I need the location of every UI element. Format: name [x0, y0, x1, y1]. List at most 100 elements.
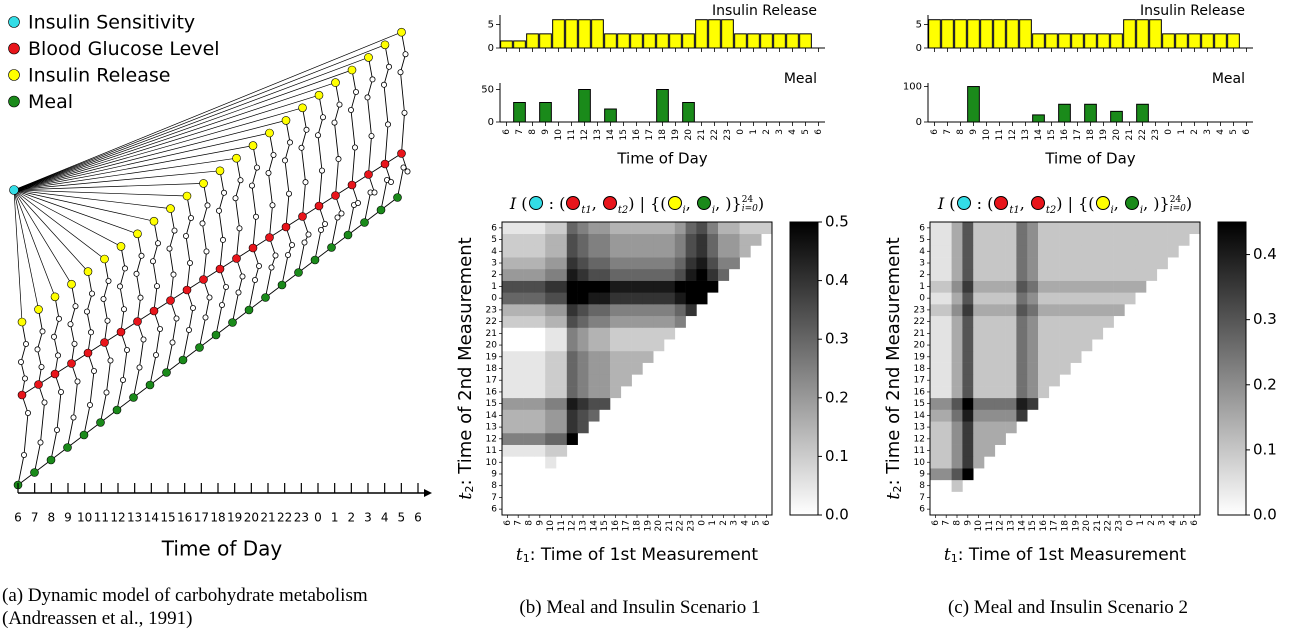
heatmap-cell [566, 257, 578, 270]
heatmap-cell [577, 222, 589, 235]
heatmap-cell [994, 421, 1006, 434]
x-tick-label: 22 [710, 129, 720, 140]
node [331, 191, 340, 200]
heatmap-cell [545, 327, 557, 340]
x-tick-label: 18 [1086, 129, 1096, 141]
heatmap-cell [523, 432, 535, 445]
heatmap-cell [984, 245, 996, 258]
node [347, 65, 357, 75]
title-subscript: t1 [581, 205, 592, 216]
node [317, 226, 324, 233]
heatmap-cell [940, 268, 952, 281]
node [206, 294, 213, 301]
bar [695, 19, 708, 49]
edge [13, 31, 402, 191]
heatmap-cell [1048, 362, 1060, 375]
colorbar-tick-label: 0.3 [825, 330, 849, 348]
node [343, 230, 353, 240]
node [272, 252, 279, 259]
heatmap-cell [984, 315, 996, 328]
node [182, 191, 192, 201]
heatmap-cell [1135, 233, 1147, 246]
heatmap-cell [588, 397, 600, 410]
edge [13, 189, 188, 197]
heatmap-cell [534, 386, 546, 399]
heatmap-cell [674, 245, 686, 258]
y-tick-label: 50 [481, 85, 494, 96]
y-tick-label: 5 [488, 19, 494, 30]
heatmap-cell [930, 479, 942, 492]
heatmap-cell [523, 479, 535, 492]
y-tick-label: 17 [914, 376, 925, 386]
node [105, 277, 112, 284]
heatmap-cell [577, 397, 589, 410]
heatmap-cell [930, 233, 942, 246]
heatmap-cell [1146, 257, 1158, 270]
heatmap-cell [523, 280, 535, 293]
node [380, 159, 390, 169]
node [268, 264, 275, 271]
heatmap-cell [930, 292, 942, 305]
heatmap-cell [556, 432, 568, 445]
heatmap-cell [642, 257, 654, 270]
bar [591, 19, 604, 49]
heatmap-cell [930, 315, 942, 328]
heatmap-cell [930, 350, 942, 363]
node [182, 285, 192, 295]
edge [364, 174, 376, 223]
edge [13, 189, 56, 297]
heatmap-cell [566, 362, 578, 375]
node [265, 128, 274, 138]
node [39, 328, 46, 335]
heatmap-cell [642, 315, 654, 328]
heatmap-cell [951, 444, 963, 457]
node [364, 170, 373, 179]
heatmap-cell [994, 245, 1006, 258]
title-marker [696, 196, 711, 210]
node [404, 168, 411, 175]
edge [13, 44, 386, 191]
heatmap-cell [653, 315, 665, 328]
heatmap-cell [545, 432, 557, 445]
edge [116, 331, 128, 411]
heatmap-cell [984, 409, 996, 422]
x-tick-label: 21 [697, 129, 707, 140]
heatmap-cell [577, 350, 589, 363]
heatmap-cell [1146, 245, 1158, 258]
heatmap-cell [1102, 315, 1114, 328]
heatmap-cell [994, 304, 1006, 317]
heatmap-cell [1005, 222, 1017, 235]
heatmap-cell [610, 386, 622, 399]
heatmap-cell [1038, 268, 1050, 281]
heatmap-cell [512, 432, 524, 445]
x-tick-label: 6 [930, 129, 940, 135]
colorbar-tick-label: 0.1 [825, 447, 849, 465]
heatmap-cell [1005, 362, 1017, 375]
edge [347, 184, 359, 236]
node [281, 116, 291, 125]
heatmap-cell [1102, 280, 1114, 293]
node [9, 185, 19, 195]
heatmap-cell [994, 222, 1006, 235]
bar [1123, 19, 1136, 49]
heatmap-cell [750, 233, 762, 246]
x-tick-label: 3 [1203, 129, 1213, 135]
heatmap-cell [930, 222, 942, 235]
heatmap-cell [1016, 222, 1028, 235]
heatmap-cell [1048, 233, 1060, 246]
heatmap-cell [1048, 374, 1060, 387]
heatmap-cell [1070, 222, 1082, 235]
title-text: ( [944, 194, 956, 213]
axis-variable: t [455, 492, 476, 500]
heatmap-cell [994, 397, 1006, 410]
heatmap-cell [577, 409, 589, 422]
heatmap-cell [523, 245, 535, 258]
node [347, 180, 357, 190]
heatmap-cell [1005, 233, 1017, 246]
x-tick-label: 5 [751, 520, 761, 526]
heatmap-cell [599, 374, 611, 387]
y-tick-label: 2 [919, 270, 925, 280]
x-tick-label: 7 [31, 511, 39, 525]
heatmap-cell [973, 233, 985, 246]
y-tick-label: 4 [491, 247, 497, 257]
